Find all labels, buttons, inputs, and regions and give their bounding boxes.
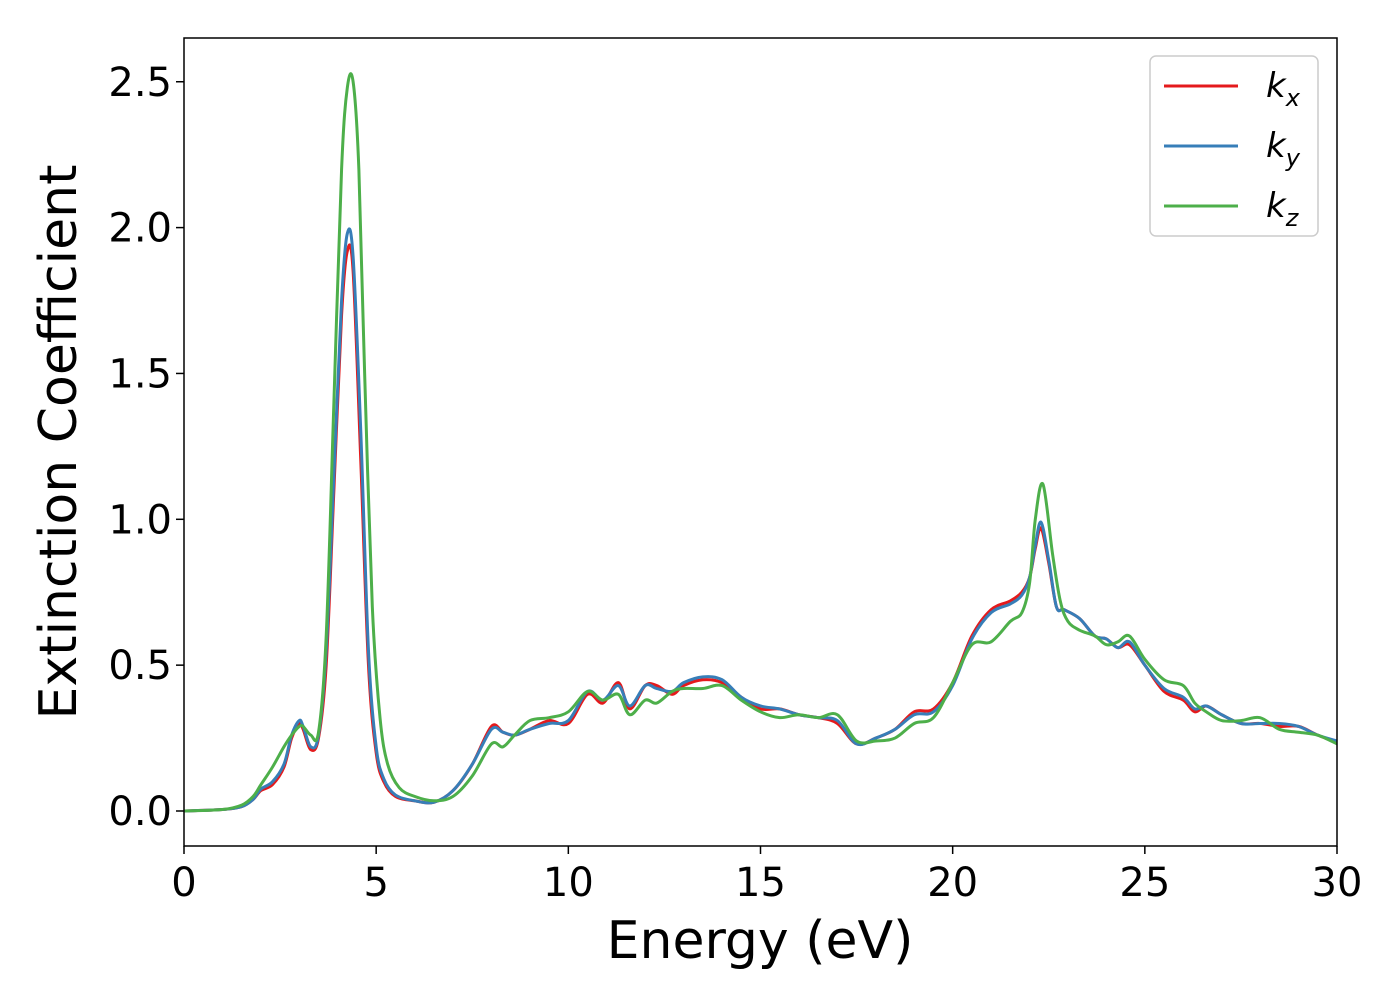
x-tick-label: 30 [1312, 860, 1363, 906]
series-line-z [184, 72, 1337, 813]
series-layer [184, 72, 1337, 813]
y-axis-label: Extinction Coefficient [29, 165, 89, 720]
x-tick-label: 20 [927, 860, 978, 906]
x-tick-label: 10 [543, 860, 594, 906]
y-tick-label: 0.0 [108, 789, 172, 835]
y-tick-label: 1.5 [108, 351, 172, 397]
y-tick-label: 0.5 [108, 643, 172, 689]
y-tick-label: 2.5 [108, 60, 172, 106]
x-axis-ticks: 0 5 10 15 20 25 30 [171, 846, 1362, 906]
x-axis-label: Energy (eV) [607, 911, 914, 971]
y-axis-ticks: 0.0 0.5 1.0 1.5 2.0 2.5 [108, 60, 184, 835]
y-tick-label: 2.0 [108, 206, 172, 252]
x-tick-label: 25 [1119, 860, 1170, 906]
y-tick-label: 1.0 [108, 497, 172, 543]
series-line-y [184, 227, 1337, 813]
x-tick-label: 15 [735, 860, 786, 906]
x-tick-label: 5 [363, 860, 388, 906]
x-tick-label: 0 [171, 860, 196, 906]
